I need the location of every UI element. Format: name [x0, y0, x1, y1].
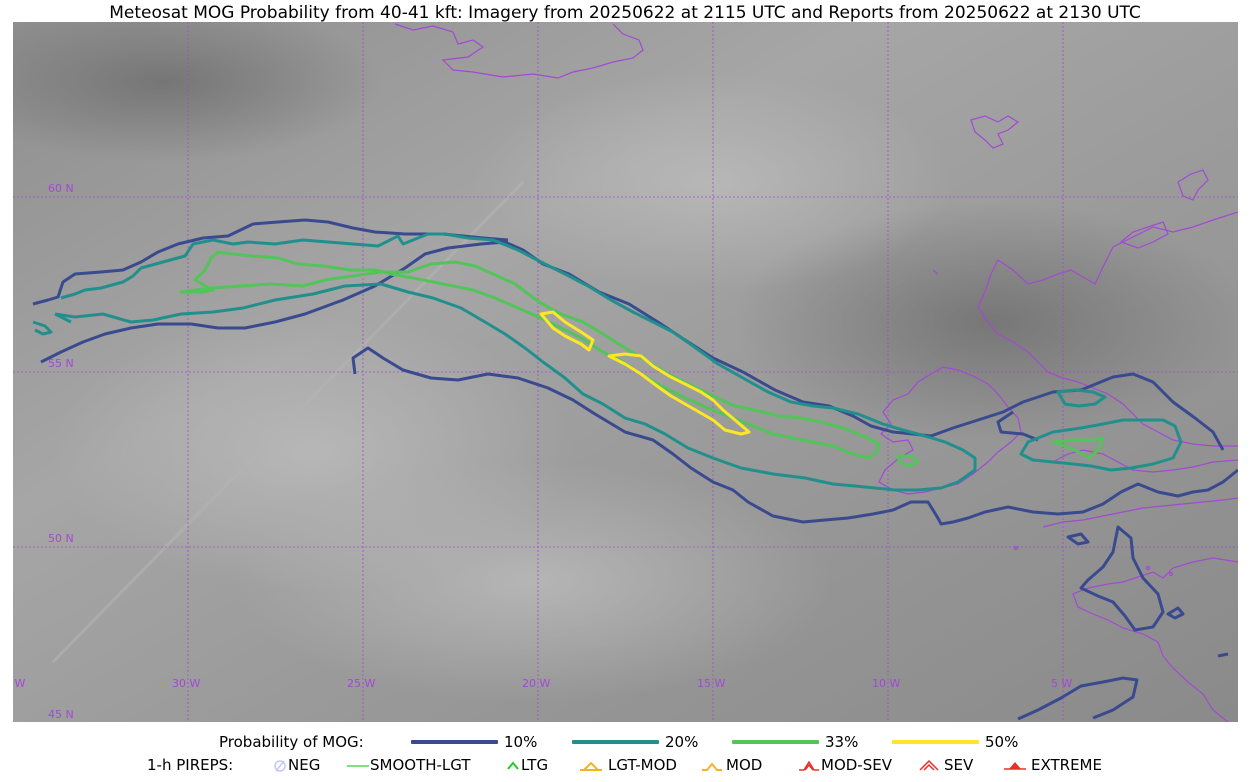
- lon-label-10w: 10 W: [872, 677, 901, 690]
- legend-item-smooth-lgt: SMOOTH-LGT: [346, 756, 471, 774]
- legend-swatch-50pct: [892, 740, 979, 744]
- mod-sev-icon: [799, 760, 819, 771]
- lon-label-25w: 25 W: [347, 677, 376, 690]
- legend-item-mod-sev: MOD-SEV: [797, 756, 892, 774]
- sev-icon: [919, 759, 939, 771]
- legend-item-10pct: 10%: [411, 733, 537, 751]
- probability-legend: Probability of MOG: 10% 20% 33% 50%: [0, 733, 1250, 753]
- lat-label-50n: 50 N: [48, 532, 74, 545]
- legend-item-sev: SEV: [918, 756, 973, 774]
- neg-icon: [274, 760, 286, 772]
- lon-label-20w: 20 W: [522, 677, 551, 690]
- legend-swatch-10pct: [411, 740, 498, 744]
- satellite-map: 60 N 55 N 50 N 45 N 35 W 30 W 25 W 20 W …: [13, 22, 1238, 722]
- graticule: [13, 22, 1238, 722]
- pireps-legend-title: 1-h PIREPS:: [147, 756, 234, 774]
- lon-label-30w: 30 W: [172, 677, 201, 690]
- lat-label-55n: 55 N: [48, 357, 74, 370]
- ltg-icon: [507, 761, 519, 770]
- extreme-icon: [1004, 762, 1026, 770]
- contour-20pct: [54, 232, 977, 492]
- legend-item-50pct: 50%: [892, 733, 1018, 751]
- lgt-mod-icon: [580, 761, 602, 771]
- contour-50pct: [539, 310, 595, 352]
- lon-label-35w: 35 W: [13, 677, 26, 690]
- map-title: Meteosat MOG Probability from 40-41 kft:…: [109, 3, 1141, 23]
- mod-icon: [702, 762, 722, 771]
- legend-label-extreme: EXTREME: [1031, 756, 1102, 774]
- legend-label-neg: NEG: [288, 756, 321, 774]
- legend-item-ltg: LTG: [505, 756, 548, 774]
- pireps-legend: 1-h PIREPS: NEG SMOOTH-LGT LTG LGT-MOD M…: [0, 756, 1250, 776]
- probability-legend-title: Probability of MOG:: [219, 733, 364, 751]
- legend-item-mod: MOD: [700, 756, 762, 774]
- legend-item-lgt-mod: LGT-MOD: [578, 756, 677, 774]
- legend-label-ltg: LTG: [521, 756, 549, 774]
- legend-item-33pct: 33%: [732, 733, 858, 751]
- lon-label-15w: 15 W: [697, 677, 726, 690]
- lat-label-45n: 45 N: [48, 708, 74, 721]
- satellite-imagery: [13, 22, 1238, 722]
- legend-swatch-33pct: [732, 740, 819, 744]
- legend-item-20pct: 20%: [572, 733, 698, 751]
- legend-label-smooth-lgt: SMOOTH-LGT: [370, 756, 471, 774]
- legend-label-33pct: 33%: [825, 733, 859, 751]
- legend-item-extreme: EXTREME: [1003, 756, 1102, 774]
- legend-swatch-20pct: [572, 740, 659, 744]
- legend-label-10pct: 10%: [504, 733, 538, 751]
- legend-label-mod: MOD: [726, 756, 763, 774]
- legend-label-lgt-mod: LGT-MOD: [608, 756, 677, 774]
- legend-label-sev: SEV: [944, 756, 974, 774]
- legend-item-neg: NEG: [272, 756, 320, 774]
- lon-label-5w: 5 W: [1051, 677, 1073, 690]
- legend-label-50pct: 50%: [985, 733, 1019, 751]
- legend-label-20pct: 20%: [665, 733, 699, 751]
- mog-contours: [32, 218, 1238, 721]
- legend-label-mod-sev: MOD-SEV: [821, 756, 892, 774]
- contour-33pct: [179, 250, 881, 460]
- smooth-lgt-icon: [347, 765, 369, 767]
- lat-label-60n: 60 N: [48, 182, 74, 195]
